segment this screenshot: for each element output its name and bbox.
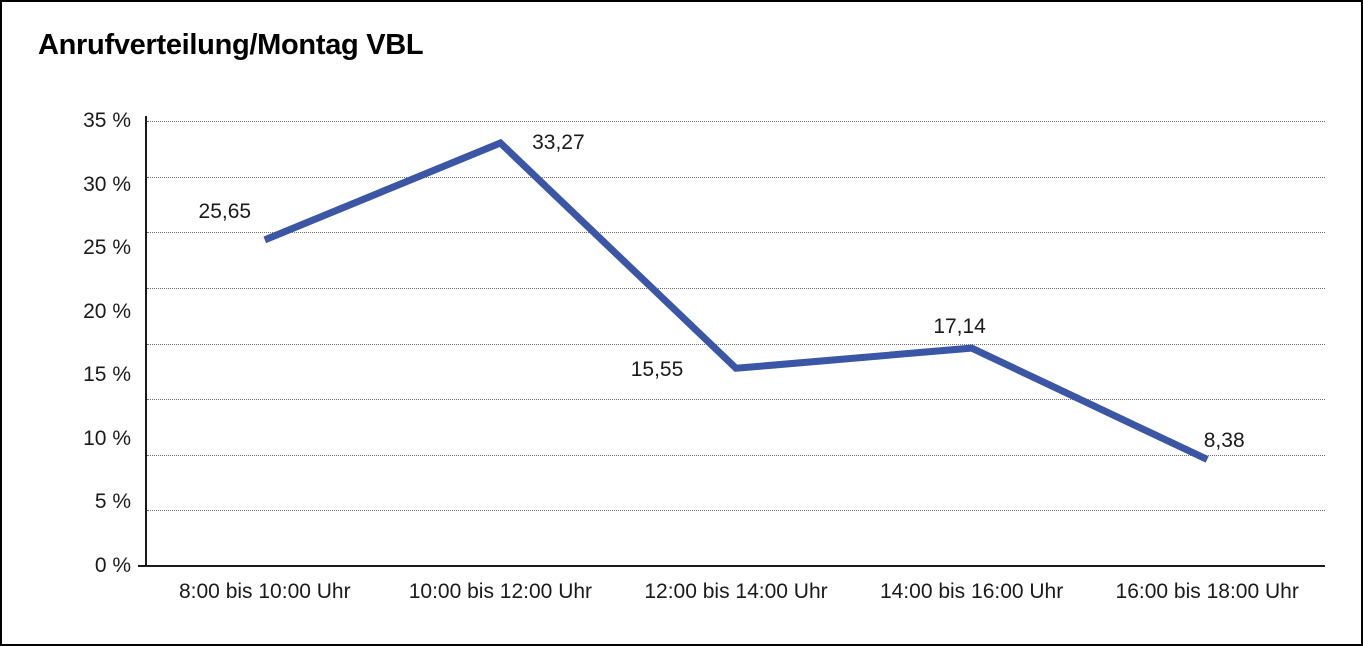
x-axis-category-label: 8:00 bis 10:00 Uhr <box>178 580 351 603</box>
y-axis-tick-label: 15 % <box>83 363 131 387</box>
x-axis-category-label: 12:00 bis 14:00 Uhr <box>644 580 828 603</box>
data-point-label: 33,27 <box>532 130 585 154</box>
data-point-label: 15,55 <box>630 358 684 382</box>
y-axis-tick-label: 20 % <box>83 299 131 323</box>
plot-area: 35 % 30 % 25 % 20 % 15 % 10 % 5 % 0 % 8:00 bis … <box>83 109 1325 603</box>
grid-line <box>147 343 1325 345</box>
y-axis-tick-label: 35 % <box>83 109 131 132</box>
x-axis-line <box>138 565 1325 567</box>
grid-line <box>147 176 1325 178</box>
y-axis-tick-label: 0 % <box>94 554 131 577</box>
grid-line <box>147 510 1325 512</box>
grid-line <box>147 287 1325 289</box>
data-point-label: 17,14 <box>933 315 986 339</box>
grid-line <box>147 232 1325 234</box>
y-axis-tick-label: 5 % <box>94 490 131 514</box>
data-point-label: 8,38 <box>1203 429 1245 453</box>
grid-line <box>147 121 1325 122</box>
x-axis-category-label: 14:00 bis 16:00 Uhr <box>879 580 1064 603</box>
x-axis-category-label: 16:00 bis 18:00 Uhr <box>1115 580 1299 603</box>
grid-line <box>147 399 1325 401</box>
x-axis-category-label: 10:00 bis 12:00 Uhr <box>408 580 593 603</box>
y-axis-line <box>145 116 147 567</box>
grid-line <box>147 454 1325 456</box>
y-axis-tick-label: 30 % <box>83 172 131 196</box>
y-axis-tick-label: 25 % <box>83 236 131 260</box>
chart-title: Anrufverteilung/Montag VBL <box>38 29 424 61</box>
y-axis-tick-label: 10 % <box>83 426 131 450</box>
series-polyline <box>263 138 1209 463</box>
data-point-label: 25,65 <box>198 199 252 223</box>
line-series <box>263 138 1209 463</box>
